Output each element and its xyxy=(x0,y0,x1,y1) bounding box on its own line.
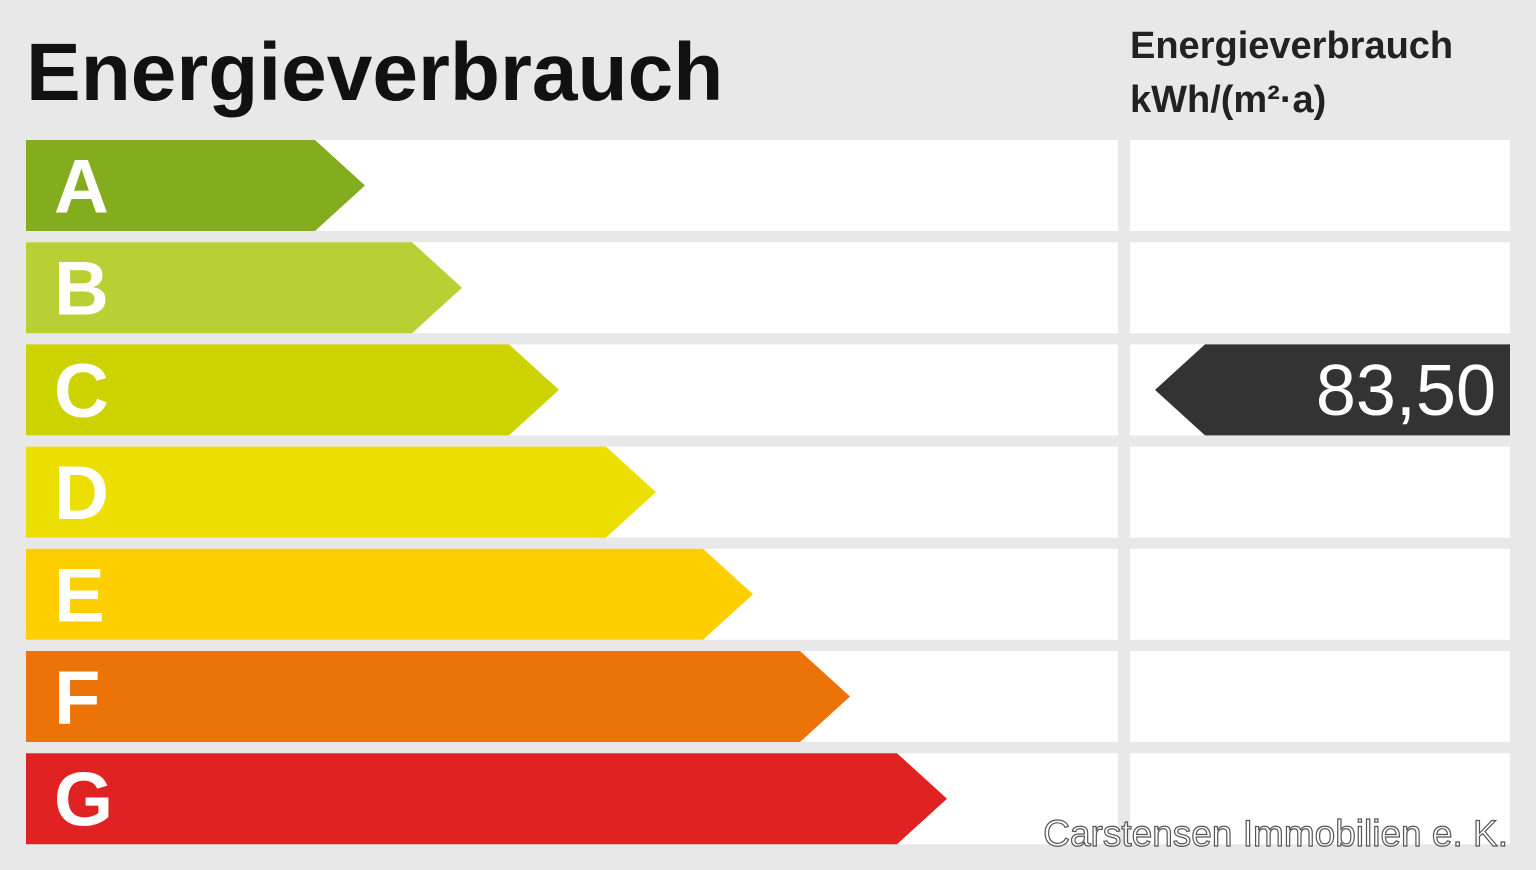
value-cell xyxy=(1130,753,1510,845)
class-arrow xyxy=(26,140,365,231)
value-cell xyxy=(1130,548,1510,640)
class-label: B xyxy=(54,247,109,332)
class-label: E xyxy=(54,553,105,638)
credit: Carstensen Immobilien e. K. xyxy=(1043,813,1508,854)
class-arrow xyxy=(26,344,559,436)
value-cell xyxy=(1130,446,1510,538)
class-arrow xyxy=(26,753,947,845)
class-arrow xyxy=(26,242,462,334)
class-arrow xyxy=(26,446,656,538)
title: Energieverbrauch xyxy=(26,27,723,118)
class-label: A xyxy=(54,145,109,230)
class-label: G xyxy=(54,758,113,843)
class-label: F xyxy=(54,656,100,741)
value-label: 83,50 xyxy=(1316,351,1496,431)
class-arrow xyxy=(26,651,850,742)
unit-line: Energieverbrauch xyxy=(1130,25,1453,67)
unit-line: kWh/(m²·a) xyxy=(1130,79,1326,121)
value-cell xyxy=(1130,242,1510,334)
value-marker xyxy=(1155,344,1510,436)
class-arrow xyxy=(26,548,753,640)
class-label: C xyxy=(54,349,109,434)
value-cell xyxy=(1130,651,1510,742)
value-cell xyxy=(1130,140,1510,231)
class-label: D xyxy=(54,451,109,536)
